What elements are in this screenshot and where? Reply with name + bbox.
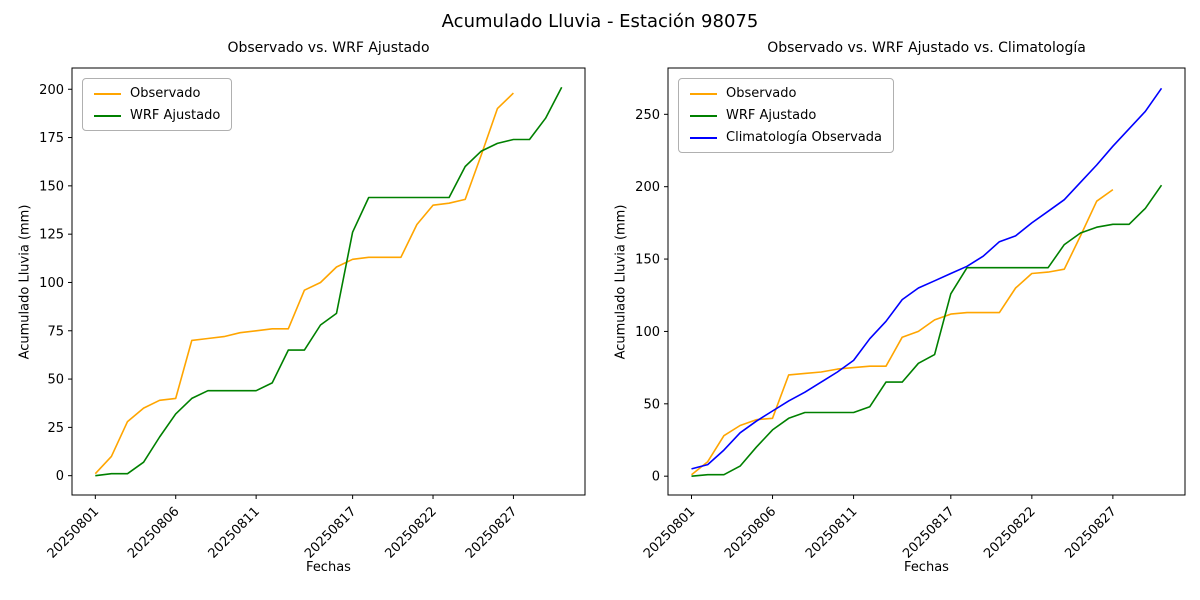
chart-title: Observado vs. WRF Ajustado [227,40,430,56]
y-tick-label: 200 [635,180,660,195]
series-line-wrf-ajustado [691,184,1163,477]
y-axis-label: Acumulado Lluvia (mm) [613,204,629,359]
x-tick-label: 20250806 [125,504,182,561]
series-line-climatologia-observada [691,87,1163,470]
y-tick-label: 75 [47,324,64,339]
x-tick-label: 20250827 [463,504,520,561]
x-tick-label: 20250822 [382,504,439,561]
y-tick-label: 0 [56,469,64,484]
legend-label: Observado [130,86,201,101]
x-axis-label: Fechas [306,560,351,575]
legend-label: WRF Ajustado [130,108,221,123]
x-tick-label: 20250801 [641,504,698,561]
x-tick-label: 20250822 [981,504,1038,561]
y-tick-label: 125 [39,228,64,243]
y-tick-label: 50 [643,397,660,412]
y-tick-label: 25 [47,421,64,436]
x-tick-label: 20250801 [45,504,102,561]
legend-label: WRF Ajustado [726,108,817,123]
series-line-observado [94,92,514,475]
legend-line-swatch [690,136,717,139]
axes-frame [71,67,586,496]
legend: Observado WRF Ajustado [82,78,233,131]
legend-item: Climatología Observada [690,130,882,145]
y-tick-label: 0 [652,470,660,485]
y-tick-label: 175 [39,131,64,146]
legend-line-swatch [690,114,717,117]
legend-label: Climatología Observada [726,130,882,145]
axes-frame [667,67,1186,496]
x-tick-label: 20250811 [206,504,263,561]
y-tick-label: 150 [635,253,660,268]
legend-item: Observado [690,86,882,101]
y-tick-label: 200 [39,83,64,98]
figure-suptitle: Acumulado Lluvia - Estación 98075 [441,11,759,32]
legend: Observado WRF Ajustado Climatología Observ… [678,78,894,153]
y-tick-label: 50 [47,373,64,388]
y-axis-label: Acumulado Lluvia (mm) [17,204,33,359]
series-line-wrf-ajustado [95,86,563,477]
legend-item: WRF Ajustado [690,108,882,123]
legend-item: Observado [94,86,220,101]
x-tick-label: 20250817 [900,504,957,561]
legend-item: WRF Ajustado [94,108,220,123]
legend-label: Observado [726,86,797,101]
legend-line-swatch [690,92,717,95]
y-tick-label: 150 [39,179,64,194]
series-line-observado [690,188,1114,476]
y-tick-label: 250 [635,108,660,123]
x-tick-label: 20250811 [803,504,860,561]
chart-title: Observado vs. WRF Ajustado vs. Climatolo… [767,40,1086,56]
x-tick-label: 20250827 [1062,504,1119,561]
x-axis-label: Fechas [904,560,949,575]
legend-line-swatch [94,114,121,117]
y-tick-label: 100 [635,325,660,340]
legend-line-swatch [94,92,121,95]
y-tick-label: 100 [39,276,64,291]
x-tick-label: 20250806 [722,504,779,561]
x-tick-label: 20250817 [302,504,359,561]
